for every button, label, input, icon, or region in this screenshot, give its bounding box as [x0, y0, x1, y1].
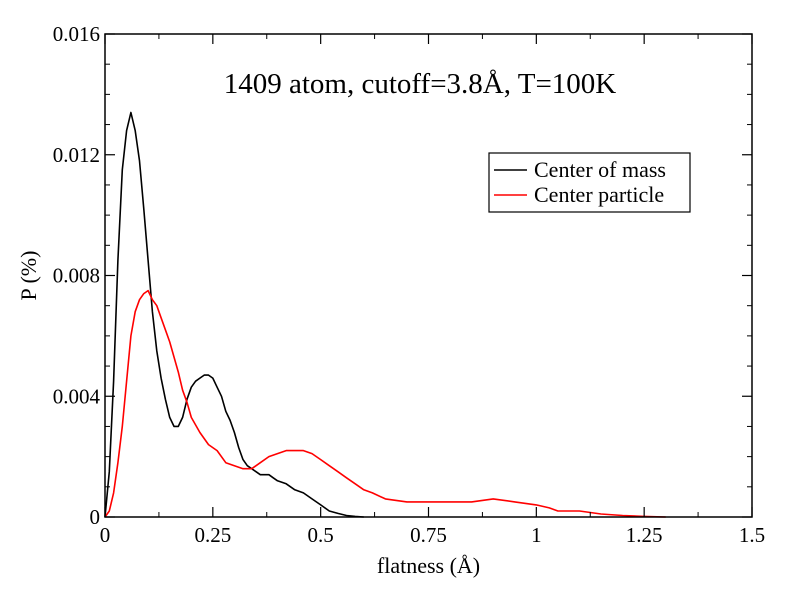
- y-tick-label: 0.012: [53, 143, 100, 167]
- plot-frame: [104, 33, 753, 518]
- series-line-center-particle: [104, 289, 666, 518]
- axes: 0 0.25 0.5 0.75 1 1.25 1.5 0 0.004 0.008 0.012 0.01…: [53, 22, 765, 547]
- y-axis-label: P (%): [16, 251, 41, 301]
- y-tick-label: 0.008: [53, 264, 100, 288]
- y-tick-label: 0.004: [53, 384, 101, 408]
- y-tick-label: 0: [90, 505, 101, 529]
- plot-area: [104, 111, 666, 518]
- x-tick-label: 0.5: [308, 523, 334, 547]
- x-axis-label: flatness (Å): [377, 553, 480, 578]
- legend-label-center-of-mass: Center of mass: [534, 157, 666, 182]
- legend-label-center-particle: Center particle: [534, 182, 664, 207]
- legend-box: [488, 152, 691, 213]
- x-tick-label: 0: [100, 523, 111, 547]
- y-tick-label: 0.016: [53, 22, 100, 46]
- x-tick-label: 1.5: [739, 523, 765, 547]
- x-tick-label: 1.25: [626, 523, 663, 547]
- x-tick-label: 0.75: [410, 523, 447, 547]
- series-line-center-of-mass: [104, 111, 364, 518]
- x-tick-label: 1: [531, 523, 542, 547]
- chart-title: 1409 atom, cutoff=3.8Å, T=100K: [224, 68, 617, 100]
- legend: Center of mass Center particle: [488, 152, 691, 213]
- x-tick-label: 0.25: [194, 523, 231, 547]
